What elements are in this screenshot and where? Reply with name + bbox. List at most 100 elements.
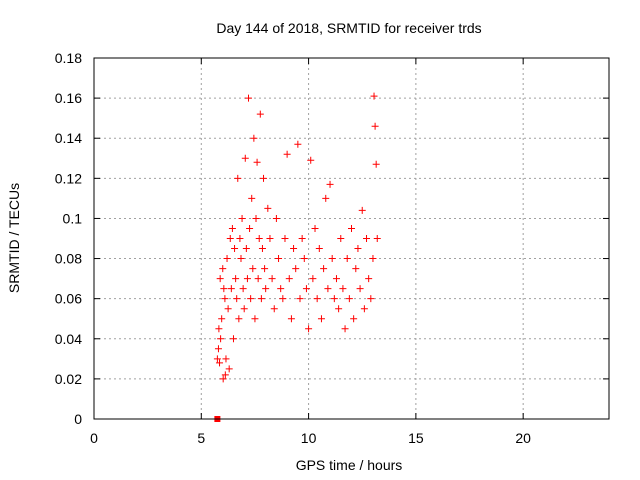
data-point xyxy=(227,285,235,293)
data-point xyxy=(350,315,358,323)
grid-lines xyxy=(94,58,609,419)
data-point xyxy=(272,214,280,222)
data-point xyxy=(221,295,229,303)
data-point xyxy=(371,122,379,130)
data-point xyxy=(370,92,378,100)
data-point xyxy=(224,305,232,313)
data-point xyxy=(313,295,321,303)
data-point xyxy=(279,295,287,303)
data-point xyxy=(373,235,381,242)
y-tick-label: 0.06 xyxy=(55,291,82,307)
data-point xyxy=(216,359,224,367)
data-point xyxy=(367,295,375,303)
data-point xyxy=(236,235,244,242)
data-point xyxy=(219,375,227,383)
data-point xyxy=(214,345,222,353)
data-point xyxy=(237,255,245,263)
data-point xyxy=(335,305,343,313)
data-point xyxy=(233,295,241,303)
data-point xyxy=(360,305,368,313)
data-point xyxy=(232,275,240,283)
data-point xyxy=(320,265,328,273)
data-point xyxy=(348,224,355,232)
data-point xyxy=(281,235,289,242)
x-tick-label: 20 xyxy=(515,430,531,446)
data-point xyxy=(372,160,380,168)
data-point xyxy=(356,285,364,293)
data-point xyxy=(283,150,291,158)
data-point xyxy=(246,224,254,232)
data-point xyxy=(255,235,263,242)
data-point xyxy=(292,265,300,273)
data-point xyxy=(260,174,268,182)
data-point xyxy=(277,285,285,293)
data-point xyxy=(256,110,264,118)
data-point xyxy=(365,275,373,283)
y-tick-label: 0.16 xyxy=(55,90,82,106)
data-point xyxy=(241,154,249,162)
data-point xyxy=(252,214,260,222)
y-tick-label: 0.02 xyxy=(55,371,82,387)
data-point xyxy=(250,134,258,142)
data-point xyxy=(215,325,223,333)
data-point xyxy=(343,255,351,263)
x-tick-label: 15 xyxy=(408,430,424,446)
data-point xyxy=(275,255,283,263)
data-point xyxy=(339,285,347,293)
data-point xyxy=(358,206,366,214)
data-point xyxy=(239,285,247,293)
data-point xyxy=(363,235,371,242)
data-point xyxy=(217,335,225,343)
data-point xyxy=(240,305,248,313)
y-tick-label: 0.18 xyxy=(55,50,82,66)
y-tick-label: 0.12 xyxy=(55,170,82,186)
data-point xyxy=(221,371,229,379)
data-point xyxy=(324,285,332,293)
data-point xyxy=(222,355,230,363)
data-point xyxy=(287,315,295,323)
data-point xyxy=(216,275,224,283)
data-point xyxy=(243,275,251,283)
data-point xyxy=(247,295,255,303)
data-point xyxy=(225,365,233,373)
data-point xyxy=(307,156,315,164)
data-point xyxy=(253,158,261,166)
data-point xyxy=(300,255,308,263)
x-axis-label: GPS time / hours xyxy=(296,457,403,473)
data-point xyxy=(290,245,298,253)
data-point xyxy=(261,265,269,273)
y-tick-label: 0 xyxy=(74,411,82,427)
data-point xyxy=(223,255,231,263)
data-point xyxy=(249,265,257,273)
data-point xyxy=(341,325,349,333)
data-point xyxy=(218,315,226,323)
data-point xyxy=(242,245,250,253)
data-point xyxy=(266,235,274,242)
axis-ticks: 0 0.02 0.04 0.06 0.08 0.1 0.12 0.14 0.16 0.18 0 5 10… xyxy=(55,50,609,446)
data-point xyxy=(285,275,293,283)
data-point xyxy=(245,94,252,102)
data-point xyxy=(262,285,270,293)
data-point xyxy=(352,265,360,273)
x-tick-label: 5 xyxy=(197,430,205,446)
x-tick-label: 0 xyxy=(90,430,98,446)
data-point xyxy=(254,275,262,283)
chart-title: Day 144 of 2018, SRMTID for receiver trd… xyxy=(216,20,481,36)
y-tick-label: 0.1 xyxy=(63,210,83,226)
data-point xyxy=(226,235,234,242)
data-point xyxy=(296,295,304,303)
data-point xyxy=(315,245,323,253)
data-point xyxy=(248,194,256,202)
data-point xyxy=(332,275,340,283)
data-point xyxy=(294,140,302,148)
y-tick-label: 0.04 xyxy=(55,331,82,347)
plot-frame xyxy=(93,57,610,420)
data-point xyxy=(322,194,330,202)
data-point xyxy=(234,174,242,182)
y-axis-label: SRMTID / TECUs xyxy=(6,183,22,293)
data-point xyxy=(238,214,246,222)
data-point xyxy=(268,275,276,283)
y-tick-label: 0.08 xyxy=(55,251,82,267)
data-point xyxy=(369,255,377,263)
